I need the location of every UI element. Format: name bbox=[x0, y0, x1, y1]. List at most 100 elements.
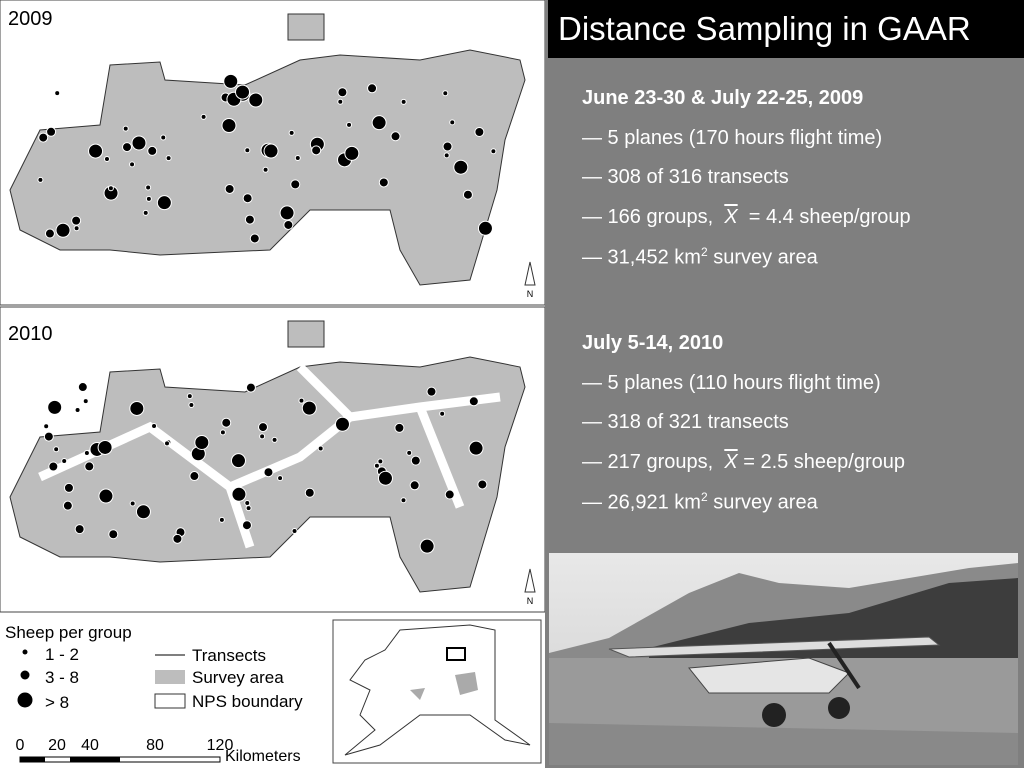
sheep-dot bbox=[262, 166, 269, 173]
text-run: — 217 groups, bbox=[582, 450, 725, 473]
text-run: — 5 planes (170 hours flight time) bbox=[582, 127, 883, 149]
sheep-dot bbox=[230, 453, 246, 469]
sheep-dot bbox=[344, 145, 360, 161]
sheep-dot bbox=[172, 533, 183, 544]
inset-map bbox=[332, 619, 542, 764]
sheep-dot bbox=[377, 470, 393, 486]
sheep-dot bbox=[74, 524, 85, 535]
sheep-dot bbox=[107, 185, 114, 192]
scale-label: 40 bbox=[81, 737, 99, 754]
sheep-dot bbox=[410, 455, 421, 466]
sheep-dot bbox=[443, 152, 450, 159]
sheep-dot bbox=[298, 397, 305, 404]
sheep-dot bbox=[189, 471, 200, 482]
sheep-dot bbox=[188, 402, 195, 409]
sheep-dot bbox=[474, 126, 485, 137]
sheep-groups bbox=[37, 73, 497, 244]
sheep-dot bbox=[103, 156, 110, 163]
sheep-dot bbox=[409, 480, 420, 491]
sheep-dot bbox=[477, 479, 488, 490]
sheep-dot bbox=[244, 214, 255, 225]
sheep-dot bbox=[71, 215, 82, 226]
sheep-dot bbox=[43, 423, 50, 430]
bullet-line: — 166 groups, X = 4.4 sheep/group bbox=[582, 206, 911, 245]
bullet-line: — 26,921 km2 survey area bbox=[582, 490, 905, 529]
sheep-dot bbox=[145, 184, 152, 191]
map-2009 bbox=[0, 0, 546, 306]
map-year: 2010 bbox=[8, 323, 53, 345]
sheep-dot bbox=[406, 449, 413, 456]
sheep-dot bbox=[108, 529, 119, 540]
text-block: July 5-14, 2010 — 5 planes (110 hours fli… bbox=[582, 332, 905, 529]
sheep-dot bbox=[135, 504, 151, 520]
sheep-dot bbox=[279, 205, 295, 221]
sheep-dot bbox=[43, 431, 54, 442]
sheep-dot bbox=[160, 134, 167, 141]
bullet-line: — 31,452 km2 survey area bbox=[582, 245, 911, 284]
sheep-dot bbox=[311, 145, 322, 156]
sheep-dot bbox=[48, 461, 59, 472]
sheep-dot bbox=[419, 538, 435, 554]
sheep-dot bbox=[290, 179, 301, 190]
sheep-dot bbox=[84, 461, 95, 472]
sheep-dot bbox=[263, 143, 279, 159]
bullet-line: — 217 groups, X = 2.5 sheep/group bbox=[582, 451, 905, 490]
sheep-dot bbox=[44, 228, 55, 239]
sheep-dot bbox=[244, 147, 251, 154]
sheep-dot bbox=[129, 500, 136, 507]
mean-symbol: X bbox=[724, 205, 738, 228]
sheep-dot bbox=[477, 220, 493, 236]
maps bbox=[0, 0, 546, 764]
text-block: June 23-30 & July 22-25, 2009 — 5 planes … bbox=[582, 87, 911, 284]
text-run: — 26,921 km bbox=[582, 491, 701, 514]
sheep-dot bbox=[245, 382, 256, 393]
sheep-dot bbox=[221, 417, 232, 428]
sheep-dot bbox=[38, 132, 49, 143]
block-heading: July 5-14, 2010 bbox=[582, 332, 724, 354]
sheep-dot bbox=[453, 159, 469, 175]
sheep-dot bbox=[73, 225, 80, 232]
sheep-dot bbox=[131, 135, 147, 151]
sheep-dot bbox=[468, 440, 484, 456]
sheep-dot bbox=[337, 87, 348, 98]
sheep-dot bbox=[54, 90, 61, 97]
sheep-dot bbox=[288, 129, 295, 136]
sheep-dot bbox=[147, 145, 158, 156]
sheep-dot bbox=[145, 195, 152, 202]
sheep-dot bbox=[37, 176, 44, 183]
sheep-dot bbox=[449, 119, 456, 126]
sheep-dot bbox=[129, 161, 136, 168]
sheep-dot bbox=[394, 422, 405, 433]
sheep-dot bbox=[442, 90, 449, 97]
legend-item: > 8 bbox=[45, 693, 69, 712]
sheep-dot bbox=[47, 399, 63, 415]
sheep-dot bbox=[200, 113, 207, 120]
scale-label: 120 bbox=[207, 737, 234, 754]
text-run: — 308 of 316 transects bbox=[582, 166, 789, 189]
sheep-dot bbox=[165, 155, 172, 162]
sheep-dot bbox=[53, 446, 60, 453]
sheep-dot bbox=[88, 143, 104, 159]
photo bbox=[549, 553, 1018, 765]
sheep-dot bbox=[97, 439, 113, 455]
sheep-dot bbox=[142, 209, 149, 216]
bullet-line: — 5 planes (110 hours flight time) bbox=[582, 372, 905, 411]
north-label: N bbox=[527, 289, 534, 299]
sheep-dot bbox=[74, 407, 81, 414]
right-panel: Distance Sampling in GAAR June 23-30 & J… bbox=[545, 0, 1024, 768]
sheep-dot bbox=[400, 497, 407, 504]
scale-unit: Kilometers bbox=[225, 748, 301, 765]
map-2010 bbox=[0, 306, 546, 613]
sheep-dot bbox=[186, 393, 193, 400]
sheep-dot bbox=[294, 154, 301, 161]
sheep-dot bbox=[263, 467, 274, 478]
scale-label: 80 bbox=[146, 737, 164, 754]
sheep-dot bbox=[122, 125, 129, 132]
map-labels: 2009 2010 N N Sheep per group 1 - 2 3 - … bbox=[5, 8, 534, 765]
sheep-dot bbox=[271, 436, 278, 443]
sheep-dot bbox=[371, 115, 387, 131]
mean-symbol: X bbox=[724, 450, 738, 473]
sheep-dot bbox=[194, 434, 210, 450]
sheep-dot bbox=[224, 183, 235, 194]
